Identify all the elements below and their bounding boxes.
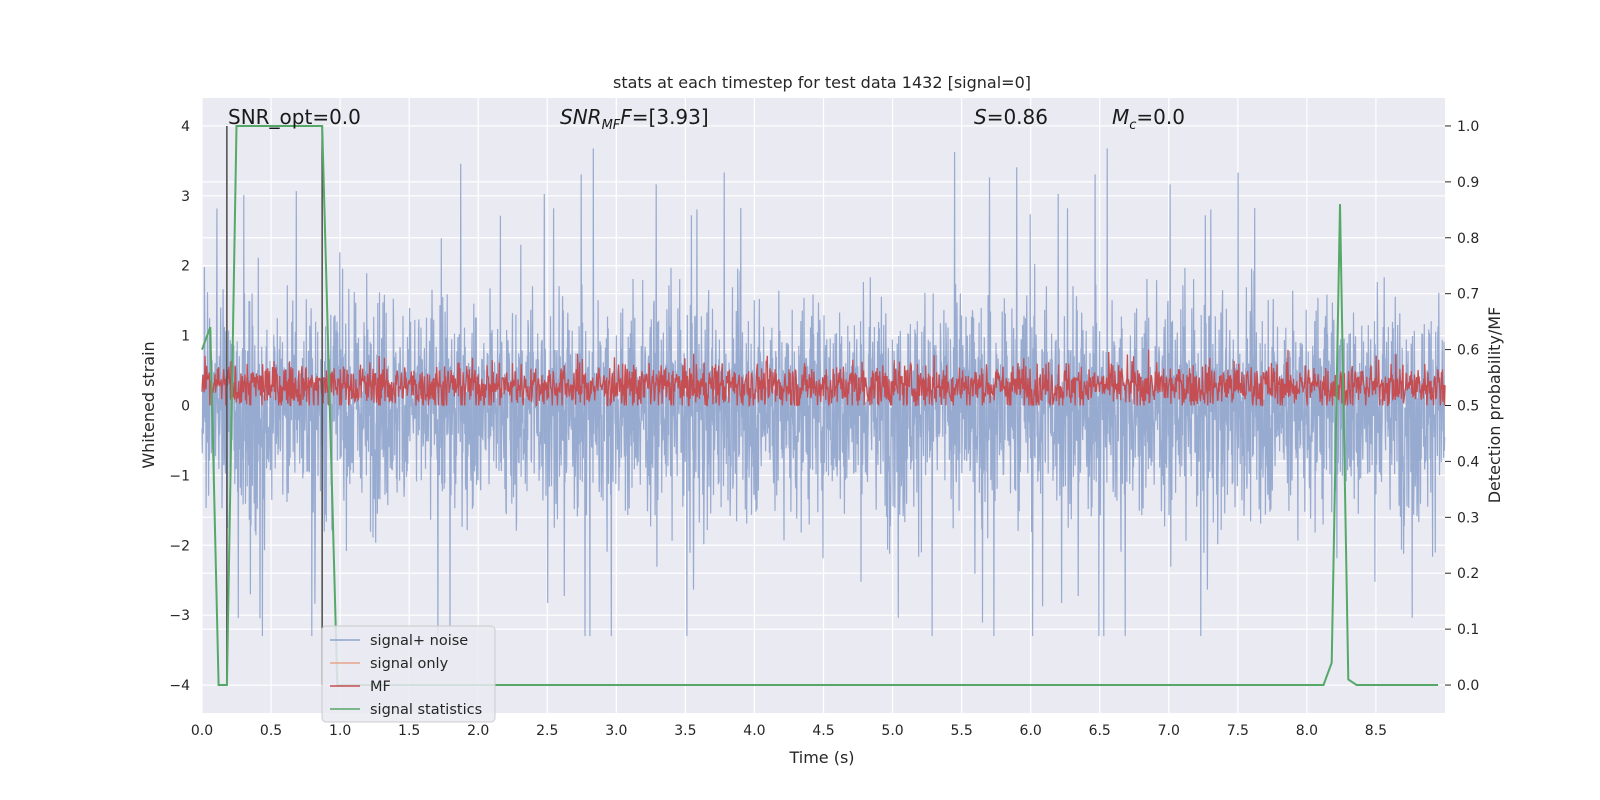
- x-tick-label: 0.5: [260, 723, 282, 739]
- left-y-tick-label: −1: [169, 468, 190, 484]
- vertical-markers: [226, 125, 323, 686]
- left-y-axis-ticks: −4 −3 −2 −1 0 1 2 3 4: [169, 119, 190, 694]
- annotation-s: S=0.86: [974, 105, 1048, 129]
- right-y-tick-label: 0.1: [1457, 622, 1479, 638]
- legend-label-signal-statistics: signal statistics: [370, 702, 482, 718]
- left-y-tick-label: 2: [181, 259, 190, 275]
- x-tick-label: 8.0: [1296, 723, 1318, 739]
- right-y-tick-label: 0.3: [1457, 510, 1479, 526]
- x-tick-label: 5.0: [881, 723, 903, 739]
- left-y-tick-label: −3: [169, 608, 190, 624]
- right-y-tick-label: 0.4: [1457, 454, 1479, 470]
- snr-mf-value: =[3.93]: [632, 105, 709, 129]
- x-tick-label: 4.0: [743, 723, 765, 739]
- right-y-tick-label: 0.7: [1457, 287, 1479, 303]
- x-tick-label: 6.0: [1020, 723, 1042, 739]
- right-y-tick-label: 0.2: [1457, 566, 1479, 582]
- snr-mf-subscript: MF: [602, 118, 621, 133]
- s-value: =0.86: [987, 105, 1048, 129]
- s-symbol: S: [974, 105, 987, 129]
- right-y-tick-label: 0.9: [1457, 175, 1479, 191]
- x-tick-label: 2.0: [467, 723, 489, 739]
- x-tick-label: 1.5: [398, 723, 420, 739]
- mc-symbol: M: [1112, 105, 1129, 129]
- left-y-tick-label: 1: [181, 329, 190, 345]
- x-tick-label: 0.0: [191, 723, 213, 739]
- x-tick-label: 6.5: [1089, 723, 1111, 739]
- right-y-axis-label: Detection probability/MF: [1485, 307, 1504, 504]
- legend-label-mf: MF: [370, 679, 391, 695]
- x-tick-label: 3.5: [674, 723, 696, 739]
- legend-label-signal-noise: signal+ noise: [370, 633, 468, 649]
- snr-mf-symbol: SNR: [560, 105, 602, 129]
- annotation-mc: Mc=0.0: [1112, 105, 1185, 133]
- legend-box: [321, 625, 496, 723]
- left-y-tick-label: −4: [169, 678, 190, 694]
- right-y-tick-label: 0.5: [1457, 399, 1479, 415]
- x-tick-label: 7.0: [1158, 723, 1180, 739]
- legend: signal+ noise signal only MF signal stat…: [321, 625, 496, 723]
- right-y-axis-ticks: 0.0 0.1 0.2 0.3 0.4 0.5 0.6 0.7 0.8 0.9 1.0: [1445, 119, 1479, 694]
- x-axis-label: Time (s): [788, 748, 854, 767]
- x-tick-label: 2.5: [536, 723, 558, 739]
- legend-label-signal-only: signal only: [370, 656, 449, 672]
- annotation-snr-mf: SNRMFF=[3.93]: [560, 105, 709, 133]
- series-mf: [201, 349, 1446, 408]
- x-tick-label: 3.0: [605, 723, 627, 739]
- x-axis-ticks: 0.0 0.5 1.0 1.5 2.0 2.5 3.0 3.5 4.0 4.5 5.0 5.5 6.0 6…: [191, 723, 1387, 739]
- x-tick-label: 1.0: [329, 723, 351, 739]
- x-tick-label: 5.5: [950, 723, 972, 739]
- chart-title: stats at each timestep for test data 143…: [613, 73, 1031, 92]
- right-y-tick-label: 0.6: [1457, 343, 1479, 359]
- x-tick-label: 8.5: [1365, 723, 1387, 739]
- right-y-tick-label: 0.8: [1457, 231, 1479, 247]
- x-tick-label: 7.5: [1227, 723, 1249, 739]
- left-y-tick-label: 4: [181, 119, 190, 135]
- left-y-tick-label: 3: [181, 189, 190, 205]
- right-y-tick-label: 1.0: [1457, 119, 1479, 135]
- left-y-tick-label: 0: [181, 399, 190, 415]
- mf-line: [201, 349, 1446, 408]
- left-y-axis-label: Whitened strain: [139, 341, 158, 468]
- mc-value: =0.0: [1136, 105, 1185, 129]
- x-tick-label: 4.5: [812, 723, 834, 739]
- annotation-snr-opt: SNR_opt=0.0: [228, 105, 361, 129]
- right-y-tick-label: 0.0: [1457, 678, 1479, 694]
- mc-subscript: c: [1129, 118, 1136, 133]
- left-y-tick-label: −2: [169, 538, 190, 554]
